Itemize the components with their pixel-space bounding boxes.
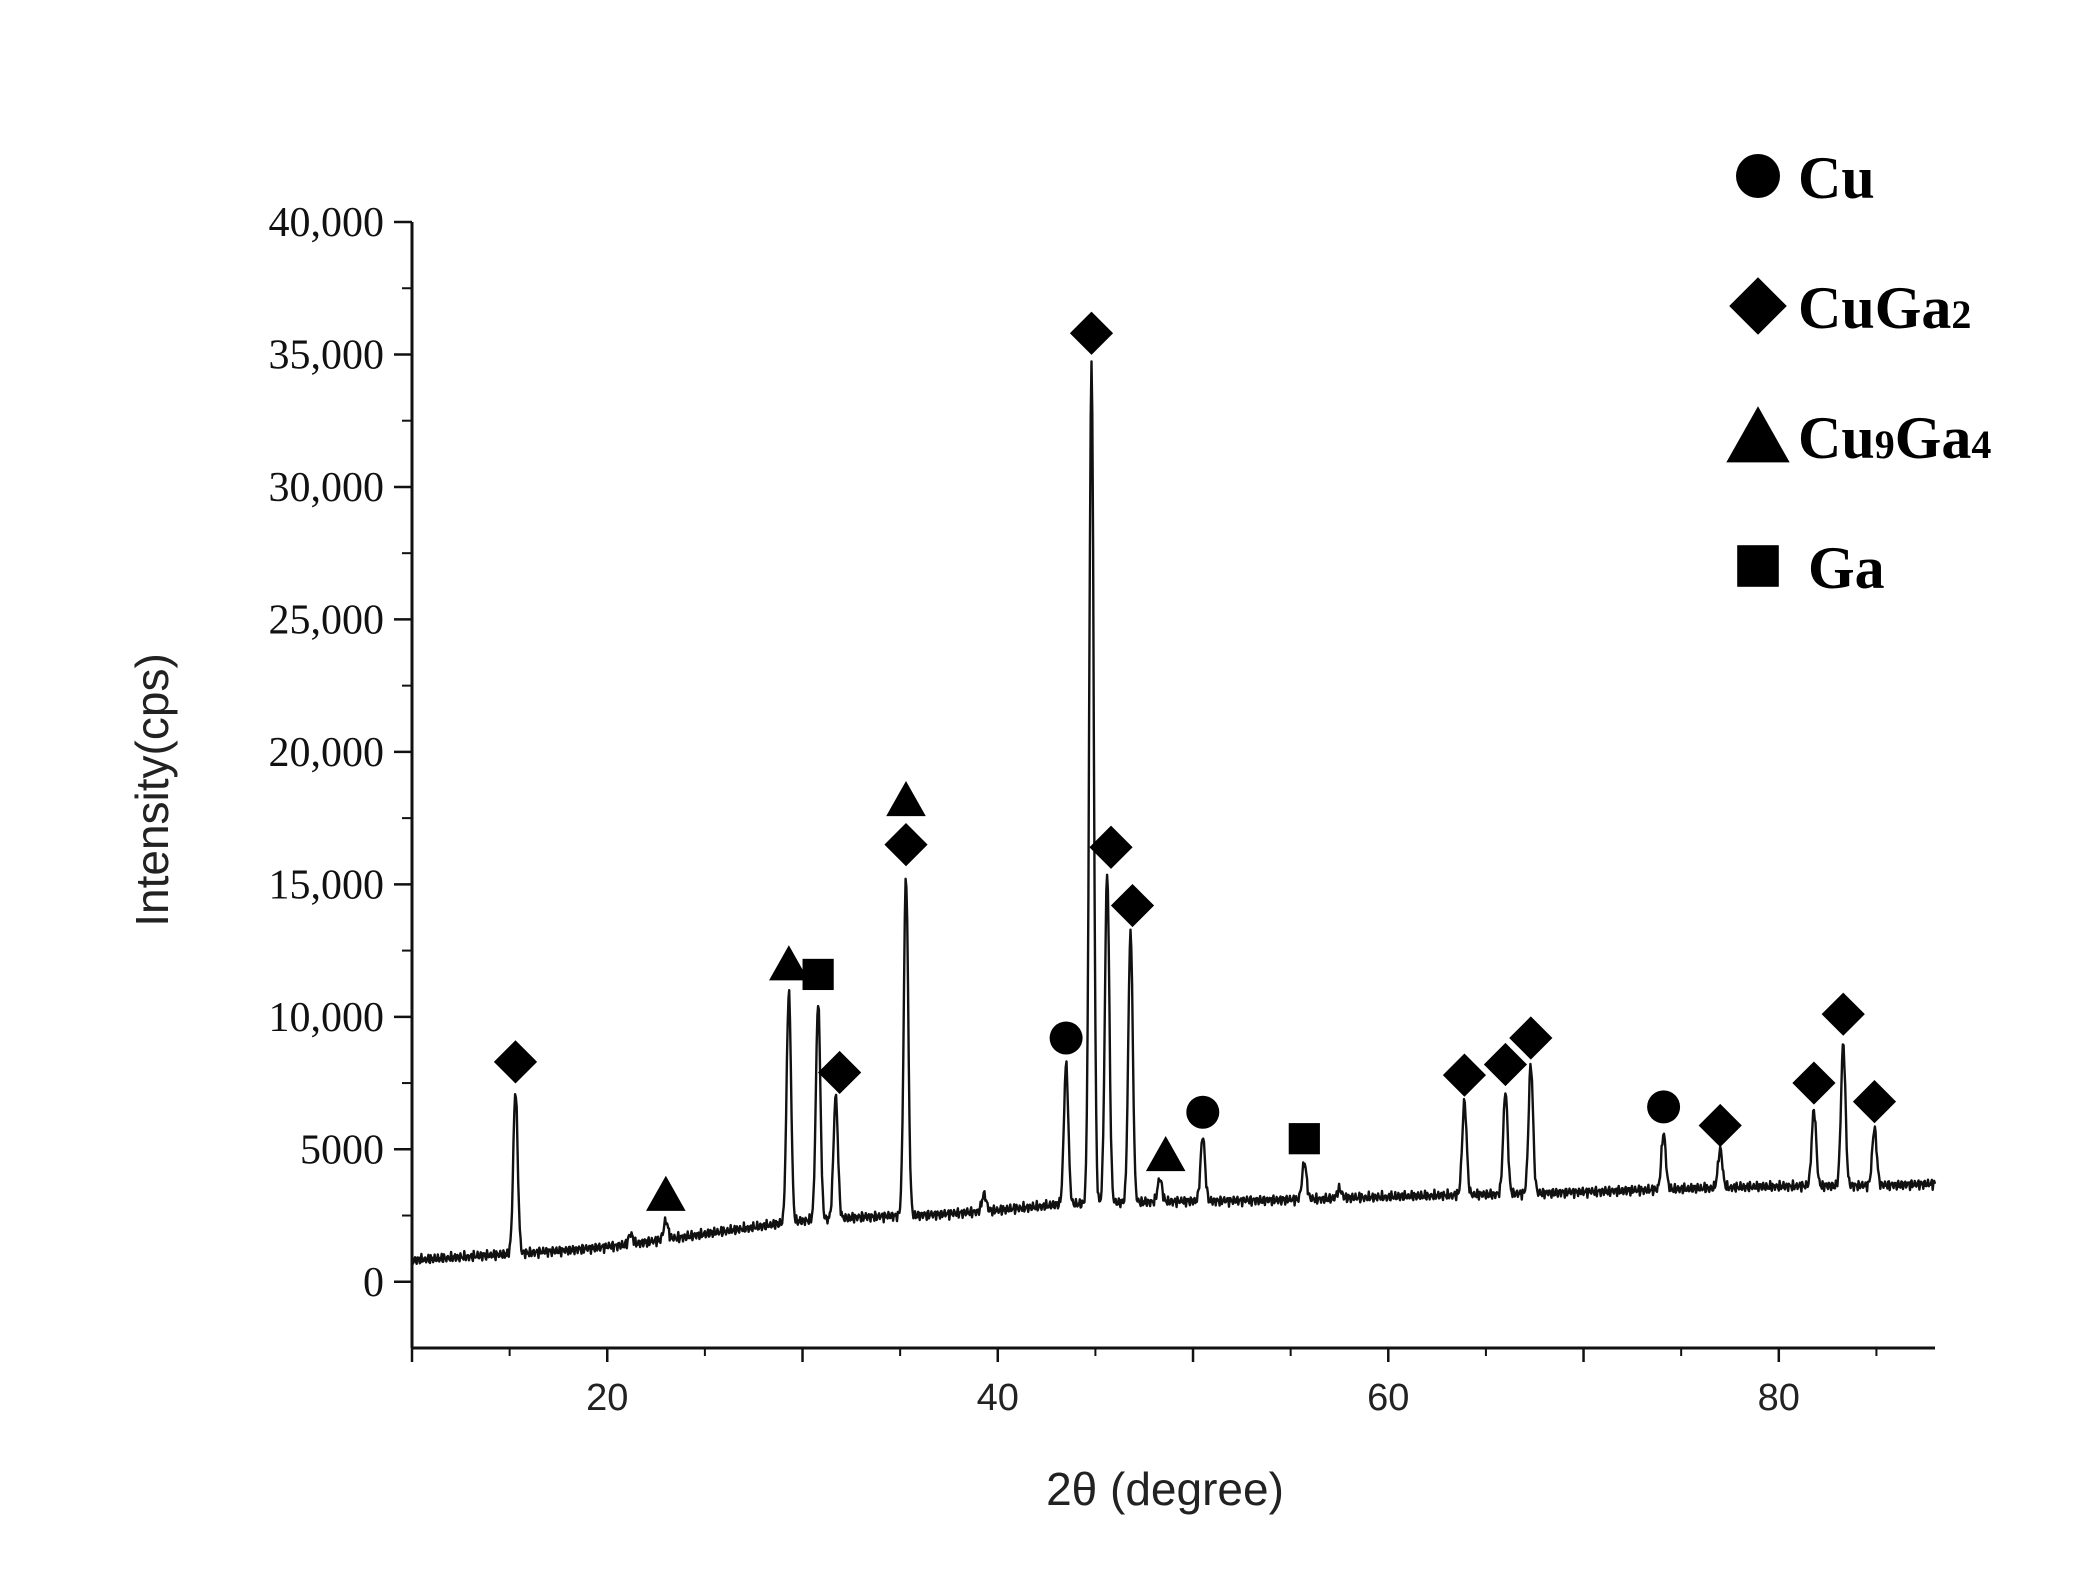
x-tick-label: 60 [1367, 1377, 1409, 1419]
marker-cuga2 [1442, 1053, 1487, 1097]
marker-cu [1049, 1021, 1083, 1055]
x-tick-label: 20 [586, 1377, 628, 1419]
legend-square-icon [1737, 545, 1779, 587]
tick-labels: 0 5000 10,000 15,000 20,000 25,000 30,000 35,00… [269, 200, 1800, 1419]
legend-label-ga: Ga [1808, 535, 1885, 601]
tick-marks [394, 220, 1878, 1362]
x-tick-label: 80 [1758, 1377, 1800, 1419]
y-tick-label: 25,000 [269, 597, 385, 643]
y-axis-title: Intensity(cps) [126, 653, 178, 927]
legend-label-cu: Cu [1798, 145, 1875, 211]
y-tick-label: 20,000 [269, 730, 385, 776]
marker-cuga2 [1852, 1080, 1897, 1124]
marker-cuga2 [1792, 1061, 1836, 1105]
y-tick-label: 40,000 [269, 200, 385, 246]
marker-cu [1647, 1090, 1681, 1124]
marker-cu [1186, 1095, 1220, 1129]
marker-cu9ga4 [769, 945, 809, 981]
marker-cuga2 [1509, 1016, 1553, 1060]
y-tick-label: 10,000 [269, 995, 385, 1041]
marker-cuga2 [884, 823, 928, 867]
marker-cuga2 [1821, 992, 1865, 1036]
y-tick-label: 5000 [300, 1127, 384, 1173]
phase-markers [493, 311, 1897, 1211]
marker-cuga2 [818, 1050, 862, 1095]
x-tick-label: 40 [977, 1377, 1019, 1419]
legend: Cu CuGa2 Cu9Ga4 Ga [1726, 145, 1991, 601]
y-tick-label: 15,000 [269, 862, 385, 908]
marker-ga [1288, 1123, 1320, 1155]
legend-label-cuga2: CuGa2 [1798, 275, 1971, 341]
y-tick-label: 0 [363, 1260, 384, 1306]
axes [410, 222, 1935, 1350]
marker-cuga2 [1089, 825, 1133, 869]
marker-cu9ga4 [1145, 1135, 1186, 1172]
legend-triangle-icon [1726, 406, 1790, 463]
marker-ga [802, 958, 834, 991]
y-tick-label: 30,000 [269, 465, 385, 511]
marker-cuga2 [1069, 311, 1114, 355]
marker-cuga2 [1483, 1042, 1528, 1087]
marker-cuga2 [1698, 1103, 1742, 1148]
marker-cuga2 [493, 1040, 538, 1084]
legend-label-cu9ga4: Cu9Ga4 [1798, 405, 1991, 471]
marker-cu9ga4 [886, 780, 926, 817]
legend-circle-icon [1736, 154, 1780, 198]
y-tick-label: 35,000 [269, 332, 385, 378]
x-axis-title: 2θ (degree) [1046, 1463, 1284, 1515]
marker-cu9ga4 [646, 1175, 686, 1211]
legend-diamond-icon [1729, 277, 1787, 335]
xrd-pattern-line [410, 360, 1937, 1265]
marker-cuga2 [1110, 883, 1155, 928]
